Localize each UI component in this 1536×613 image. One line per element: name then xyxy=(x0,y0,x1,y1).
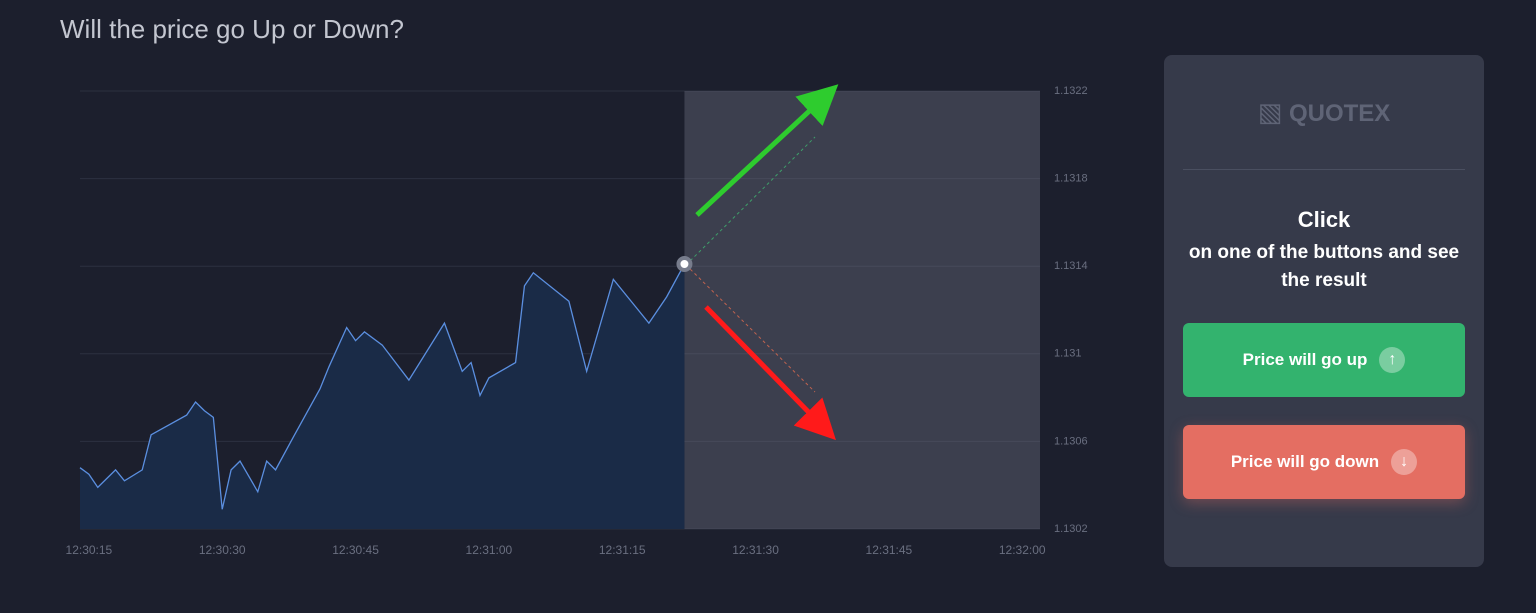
chart: 1.1302 1.1306 1.131 1.1314 1.1318 1.1322 12:30… xyxy=(66,84,1088,557)
x-tick-label: 12:31:45 xyxy=(866,543,913,557)
x-tick-label: 12:30:45 xyxy=(332,543,379,557)
y-tick-label: 1.1322 xyxy=(1054,85,1088,97)
projection-up xyxy=(685,136,816,266)
x-tick-label: 12:30:30 xyxy=(199,543,246,557)
y-tick-label: 1.1302 xyxy=(1054,523,1088,535)
price-line xyxy=(79,263,686,510)
button-label: Price will go up xyxy=(1242,350,1368,369)
future-zone xyxy=(684,91,1040,529)
x-tick-label: 12:32:00 xyxy=(999,543,1046,557)
x-tick-label: 12:31:00 xyxy=(466,543,513,557)
logo: ▧ QUOTEX xyxy=(1257,97,1391,127)
heading: Click xyxy=(1297,207,1351,232)
instruction: on one of the buttons and see the result xyxy=(1188,242,1460,291)
y-tick-label: 1.1314 xyxy=(1054,260,1088,272)
y-tick-label: 1.1306 xyxy=(1054,435,1088,447)
current-point xyxy=(676,256,693,273)
logo-text: QUOTEX xyxy=(1288,100,1391,127)
y-tick-label: 1.1318 xyxy=(1054,173,1088,185)
arrow-down xyxy=(704,305,836,441)
area xyxy=(80,264,685,529)
button-label: Price will go down xyxy=(1230,452,1380,471)
projection-down xyxy=(685,264,816,393)
x-tick-label: 12:31:30 xyxy=(732,543,779,557)
panel: ▧ QUOTEX Click on one of the buttons and… xyxy=(1164,55,1484,567)
down-icon: ↓ xyxy=(1391,449,1418,475)
separator xyxy=(1183,169,1465,170)
up-icon: ↑ xyxy=(1379,347,1406,373)
down-button[interactable]: Price will go down ↓ xyxy=(1183,425,1465,499)
x-tick-label: 12:31:15 xyxy=(599,543,646,557)
page-title: Will the price go Up or Down? xyxy=(60,14,404,44)
y-tick-label: 1.131 xyxy=(1054,348,1082,360)
up-button[interactable]: Price will go up ↑ xyxy=(1183,323,1465,397)
x-tick-label: 12:30:15 xyxy=(66,543,113,557)
arrow-up xyxy=(695,84,839,217)
